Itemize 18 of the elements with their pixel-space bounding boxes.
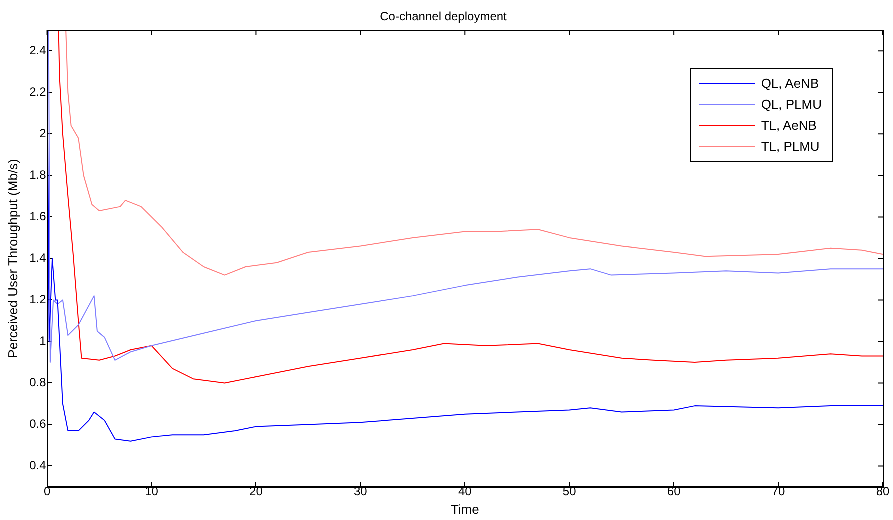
y-tick-label: 1.4 <box>30 251 47 266</box>
y-tick-label: 1.2 <box>30 292 47 307</box>
y-tick-label: 1.8 <box>30 168 47 182</box>
y-tick-label: 0.8 <box>30 376 47 390</box>
x-axis-title: Time <box>450 502 480 517</box>
y-tick-label: 2.4 <box>30 43 47 58</box>
legend-label: QL, AeNB <box>761 76 820 92</box>
y-tick-label: 1 <box>40 334 47 348</box>
y-tick-label: 0.6 <box>30 417 47 432</box>
y-tick-label: 1.6 <box>30 210 47 224</box>
y-axis-title: Perceived User Throughput (Mb/s) <box>5 159 20 358</box>
legend-label: TL, AeNB <box>761 118 817 134</box>
y-tick-label: 2 <box>40 126 47 140</box>
y-tick-label: 2.2 <box>30 84 47 99</box>
legend-label: QL, PLMU <box>761 97 822 112</box>
legend-label: TL, PLMU <box>761 139 820 154</box>
chart-title: Co-channel deployment <box>380 10 508 24</box>
y-tick-label: 0.4 <box>30 458 47 473</box>
